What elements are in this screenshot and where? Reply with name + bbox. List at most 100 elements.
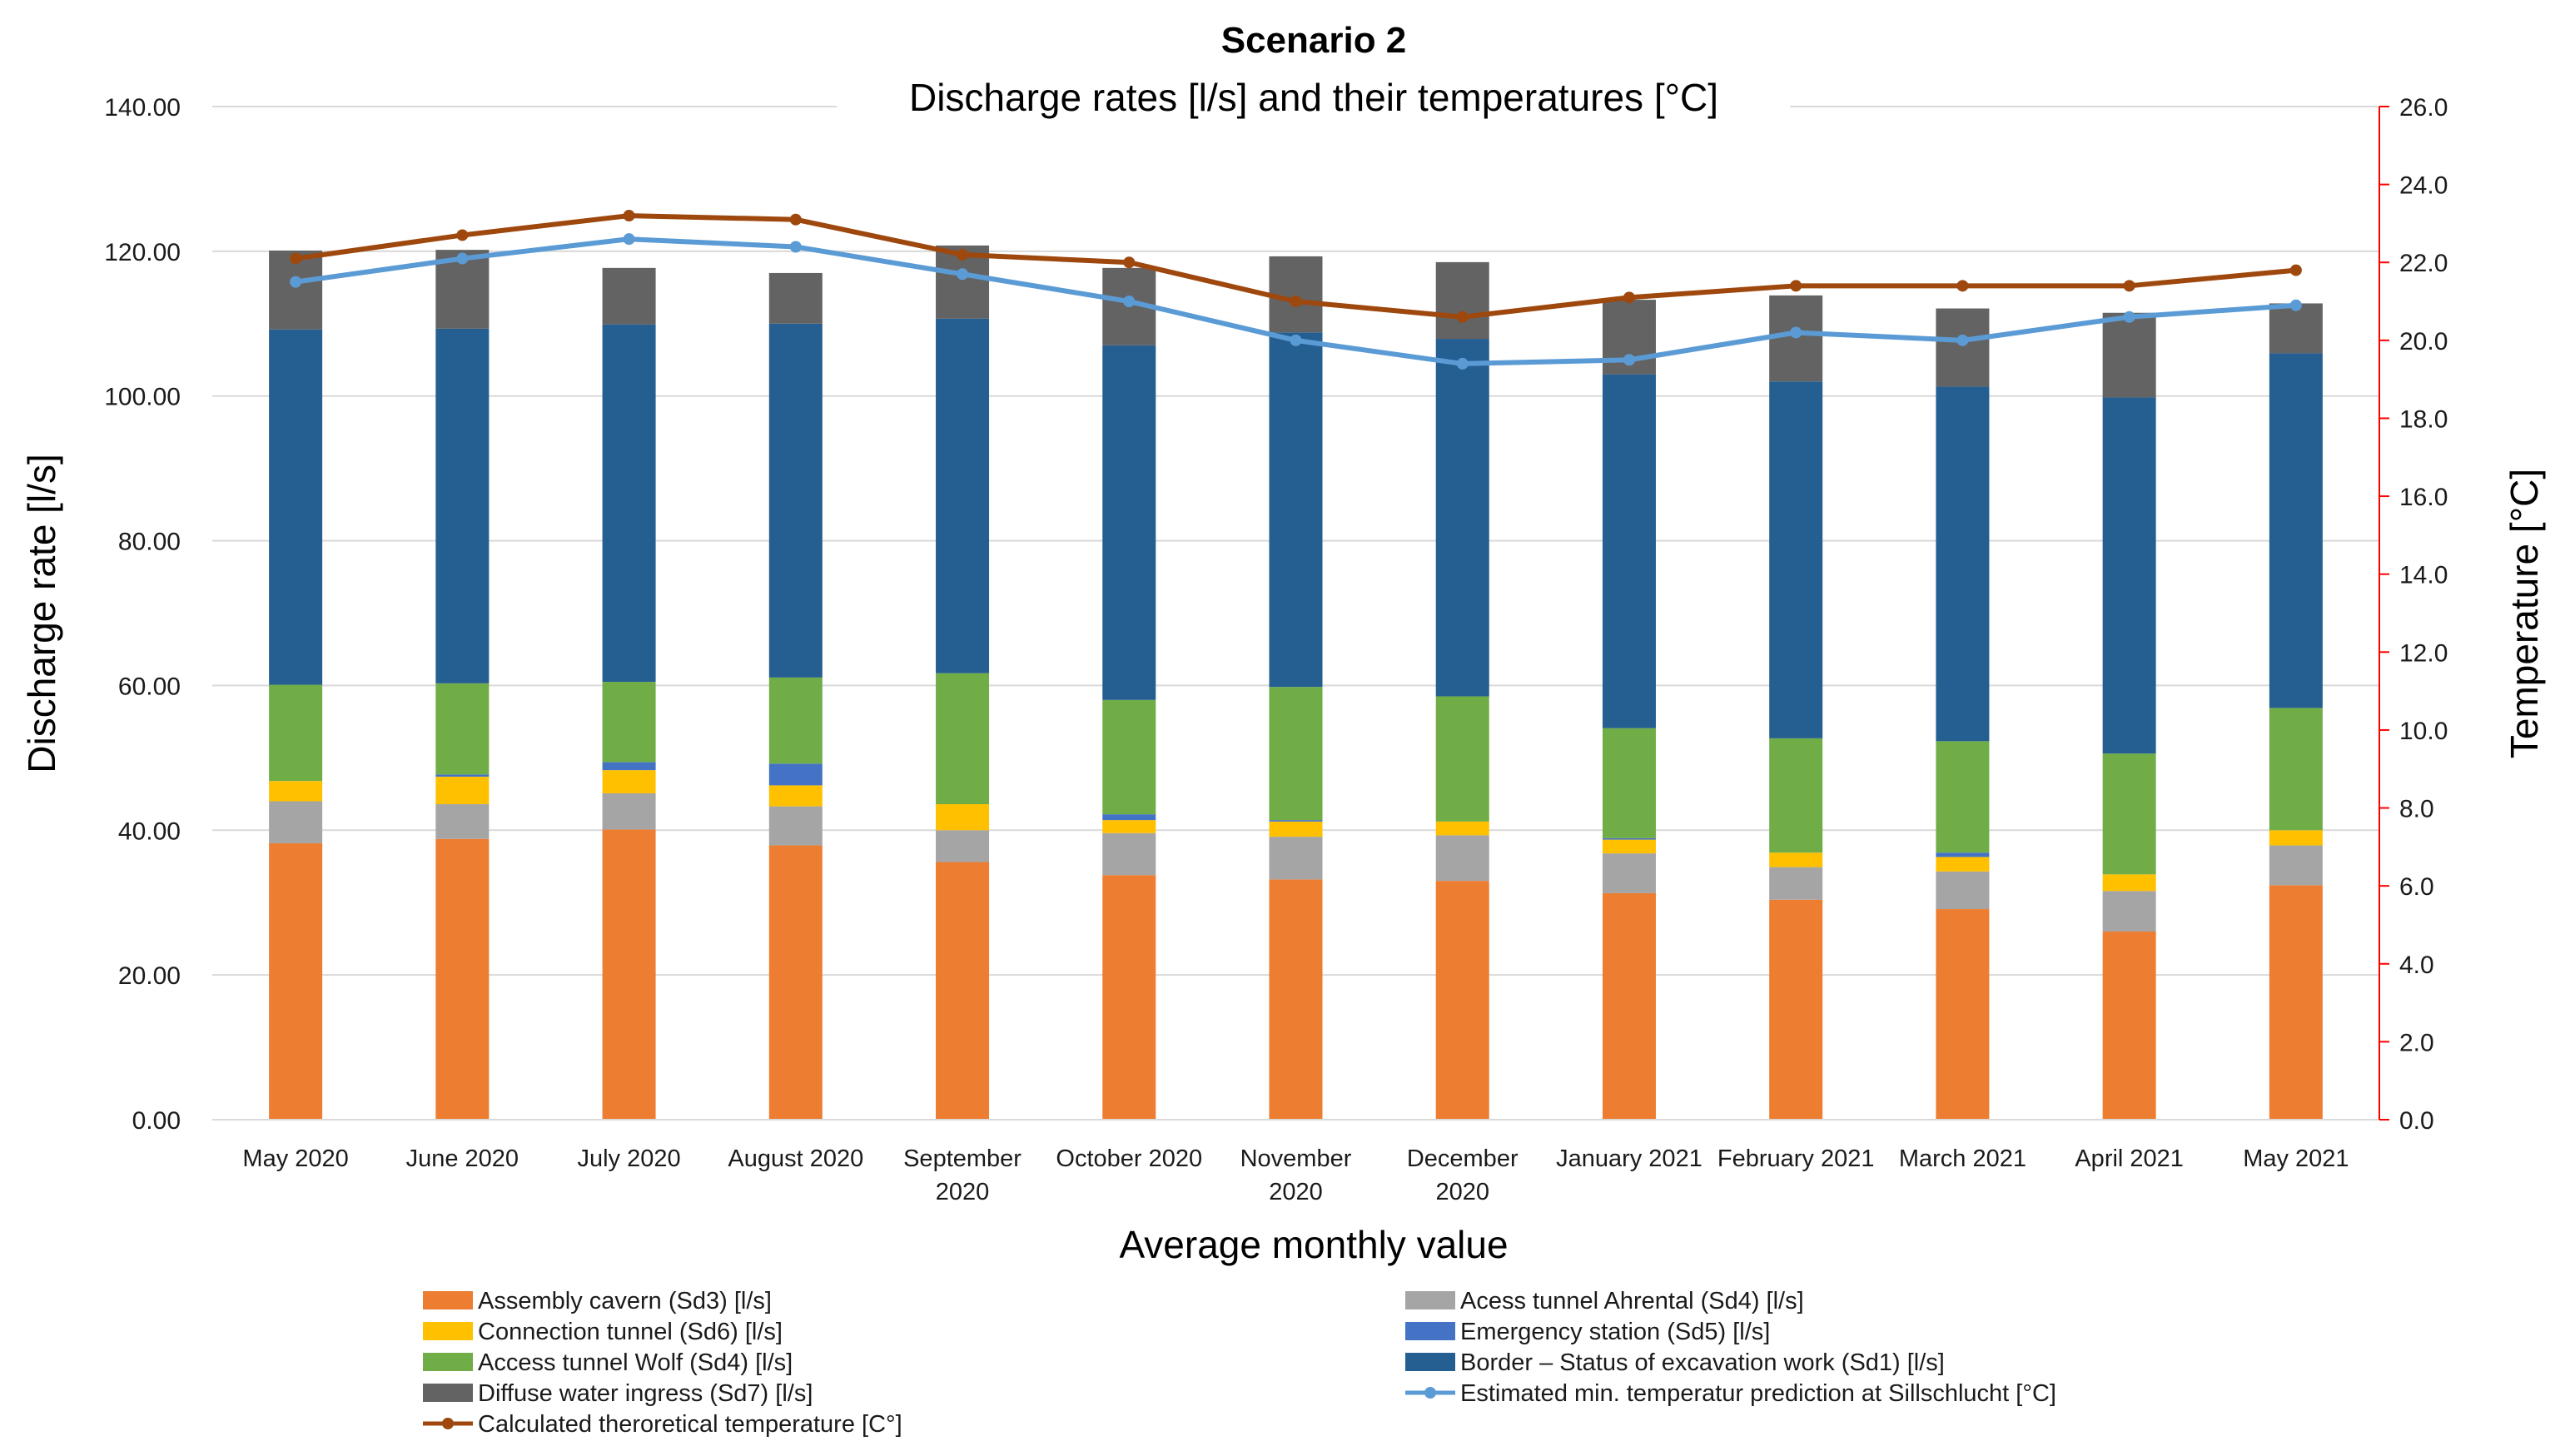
y-tick-label: 100.00 xyxy=(104,384,181,411)
subtitle-backdrop xyxy=(837,72,1790,123)
bar-segment xyxy=(768,785,823,807)
bar-segment xyxy=(768,272,823,324)
bar-segment xyxy=(1102,820,1156,833)
bar-segment xyxy=(602,793,656,830)
bar-segment xyxy=(936,830,990,862)
bar-segment xyxy=(2102,753,2156,875)
bar-segment xyxy=(1102,875,1156,1120)
bar-segment xyxy=(936,673,990,804)
bar-segment xyxy=(2102,891,2156,932)
temperature-point xyxy=(1123,256,1136,269)
bar-segment xyxy=(1435,339,1489,697)
bar-segment xyxy=(1269,879,1323,1120)
y-axis-title: Discharge rate [l/s] xyxy=(20,454,63,773)
bar-segment xyxy=(435,683,490,775)
bar-segment xyxy=(1936,741,1990,853)
y-tick-label: 80.00 xyxy=(118,529,181,556)
bar-segment xyxy=(1936,857,1990,872)
bar-segment xyxy=(1602,853,1656,893)
x-tick-label: 2020 xyxy=(1435,1179,1489,1205)
bar-segment xyxy=(2269,885,2323,1120)
bar-segment xyxy=(1102,814,1156,821)
legend-swatch xyxy=(423,1322,473,1340)
bar-segment xyxy=(435,776,490,804)
legend-label: Access tunnel Wolf (Sd4) [l/s] xyxy=(478,1349,793,1376)
legend-label: Calculated theroretical temperature [C°] xyxy=(478,1411,902,1438)
temperature-point xyxy=(2123,311,2135,323)
temperature-point xyxy=(1623,291,1635,304)
legend-label: Assembly cavern (Sd3) [l/s] xyxy=(478,1288,772,1314)
bar-segment xyxy=(1435,696,1489,822)
temperature-point xyxy=(1790,326,1802,339)
legend-swatch xyxy=(423,1353,473,1371)
temperature-point xyxy=(957,268,969,281)
y2-tick-label: 14.0 xyxy=(2399,562,2448,589)
temperature-point xyxy=(2289,264,2302,276)
bar-segment xyxy=(602,682,656,763)
y2-tick-label: 20.0 xyxy=(2399,328,2448,355)
bar-segment xyxy=(1936,871,1990,910)
bar-segment xyxy=(602,324,656,683)
bar-segment xyxy=(768,845,823,1120)
x-tick-label: May 2021 xyxy=(2243,1145,2349,1172)
temperature-point xyxy=(1456,357,1469,370)
y2-tick-label: 4.0 xyxy=(2399,952,2434,979)
bar-segment xyxy=(1769,867,1823,900)
chart-title: Scenario 2 xyxy=(1221,20,1407,61)
bar-segment xyxy=(1435,261,1489,340)
bar-segment xyxy=(768,806,823,846)
temperature-point xyxy=(1956,280,1969,292)
legend-marker xyxy=(442,1418,454,1429)
y2-tick-label: 16.0 xyxy=(2399,484,2448,511)
x-tick-label: June 2020 xyxy=(406,1145,519,1172)
temperature-lines xyxy=(290,210,2302,370)
bar-segment xyxy=(2102,874,2156,892)
temperature-point xyxy=(1290,334,1302,346)
x-tick-label: October 2020 xyxy=(1056,1145,1202,1172)
bar-segment xyxy=(1435,835,1489,882)
temperature-point xyxy=(2123,280,2135,292)
bar-segment xyxy=(1602,374,1656,728)
bar-segment xyxy=(1269,837,1323,880)
bar-segment xyxy=(1269,256,1323,333)
temperature-point xyxy=(623,210,635,222)
bar-segment xyxy=(269,781,323,802)
legend-swatch xyxy=(423,1384,473,1402)
bar-segment xyxy=(2269,708,2323,831)
bar-segment xyxy=(1602,728,1656,838)
bar-segment xyxy=(768,677,823,764)
bar-segment xyxy=(2102,931,2156,1120)
bar-segment xyxy=(936,862,990,1120)
y2-axis-title: Temperature [°C] xyxy=(2503,469,2546,758)
bar-segment xyxy=(435,774,490,777)
bar-segment xyxy=(936,318,990,673)
x-tick-label: March 2021 xyxy=(1899,1145,2026,1172)
bar-segment xyxy=(1269,332,1323,688)
bar-segment xyxy=(269,801,323,843)
temperature-point xyxy=(623,233,635,246)
y2-tick-label: 8.0 xyxy=(2399,796,2434,823)
bar-segment xyxy=(1102,699,1156,815)
bar-segment xyxy=(768,763,823,786)
temperature-point xyxy=(1123,296,1136,308)
y-tick-label: 60.00 xyxy=(118,673,181,700)
bar-segment xyxy=(602,762,656,771)
y-tick-label: 0.00 xyxy=(132,1107,181,1135)
x-tick-label: February 2021 xyxy=(1717,1145,1875,1172)
temperature-point xyxy=(1623,354,1635,366)
legend-swatch xyxy=(423,1291,473,1309)
temperature-point xyxy=(456,229,469,241)
bar-segment xyxy=(2269,845,2323,886)
x-tick-label: May 2020 xyxy=(242,1145,348,1172)
bar-segment xyxy=(602,267,656,325)
temperature-point xyxy=(1290,296,1302,308)
x-tick-label: January 2021 xyxy=(1556,1145,1702,1172)
bar-segment xyxy=(1602,839,1656,854)
temperature-point xyxy=(957,248,969,261)
x-axis-title: Average monthly value xyxy=(1119,1223,1508,1266)
temperature-point xyxy=(290,252,302,265)
bar-segment xyxy=(1769,738,1823,853)
x-tick-label: December xyxy=(1407,1145,1519,1172)
bar-segment xyxy=(936,803,990,831)
bar-segment xyxy=(435,803,490,839)
